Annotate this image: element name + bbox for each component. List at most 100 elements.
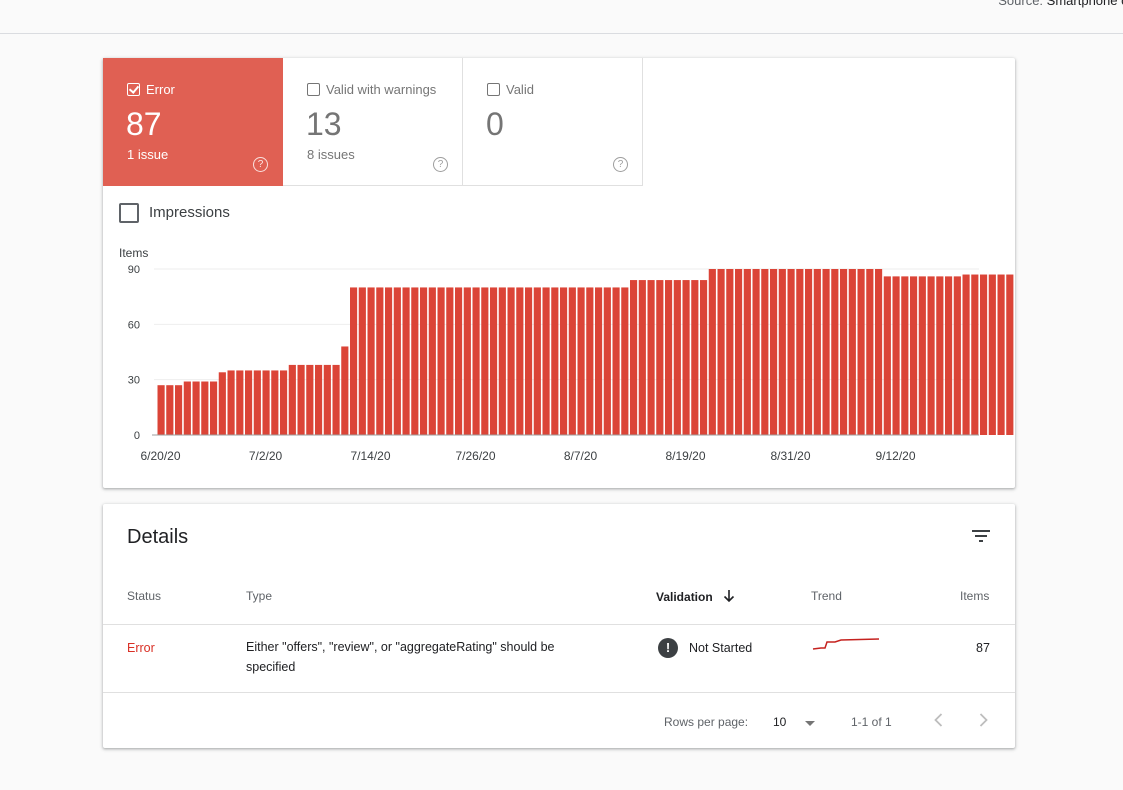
chevron-right-icon[interactable] — [973, 710, 993, 730]
error-label: Error — [146, 82, 175, 97]
chart-bar — [630, 280, 638, 435]
chart-bar — [892, 276, 900, 435]
chart-bar — [787, 269, 795, 435]
help-icon[interactable]: ? — [613, 157, 628, 172]
column-header-trend[interactable]: Trend — [811, 589, 842, 603]
chart-bar — [831, 269, 839, 435]
chart-bar — [175, 385, 183, 435]
chevron-left-icon[interactable] — [929, 710, 949, 730]
chart-bar — [936, 276, 944, 435]
impressions-checkbox[interactable] — [119, 203, 139, 223]
column-header-validation[interactable]: Validation — [656, 589, 736, 604]
chart-bar — [866, 269, 874, 435]
chart-bar — [542, 287, 550, 435]
y-tick-label: 0 — [134, 430, 140, 442]
chart-bar — [271, 370, 279, 435]
chart-bar — [752, 269, 760, 435]
row-type: Either "offers", "review", or "aggregate… — [246, 640, 555, 674]
chart-bar — [315, 364, 323, 435]
filter-icon[interactable] — [969, 524, 993, 548]
chart-bar — [568, 287, 576, 435]
chart-bar — [201, 381, 209, 435]
row-items: 87 — [976, 641, 990, 655]
rows-per-page-value: 10 — [773, 715, 787, 729]
chart-bar — [437, 287, 445, 435]
chart-bar — [236, 370, 244, 435]
chart-bar — [962, 274, 970, 435]
chart-bar — [656, 280, 664, 435]
chart-bar — [988, 274, 996, 435]
chart-bar — [813, 269, 821, 435]
error-issues: 1 issue — [127, 147, 169, 162]
chart-bar — [796, 269, 804, 435]
chart-bar — [673, 280, 681, 435]
y-tick-label: 30 — [128, 375, 140, 387]
chart-bar — [323, 364, 331, 435]
error-count: 87 — [126, 106, 162, 142]
column-header-status[interactable]: Status — [127, 589, 162, 603]
error-checkbox[interactable] — [127, 83, 140, 96]
row-status: Error — [127, 641, 155, 655]
impressions-label: Impressions — [149, 204, 230, 221]
chart-bar — [761, 269, 769, 435]
chart-bar — [280, 370, 288, 435]
column-header-type[interactable]: Type — [246, 589, 273, 603]
chart-bar — [1006, 274, 1014, 435]
valid-tile[interactable]: Valid 0 ? — [463, 58, 643, 186]
help-icon[interactable]: ? — [433, 157, 448, 172]
help-icon[interactable]: ? — [253, 157, 268, 172]
chart-bar — [822, 269, 830, 435]
chart-bar — [848, 269, 856, 435]
chart-bar — [402, 287, 410, 435]
chart-bar — [446, 287, 454, 435]
alert-icon: ! — [658, 638, 678, 658]
valid-checkbox[interactable] — [487, 83, 500, 96]
chart-bar — [367, 287, 375, 435]
error-tile[interactable]: Error 87 1 issue ? — [103, 58, 283, 186]
x-tick-label: 8/31/20 — [770, 449, 810, 463]
chart-bar — [805, 269, 813, 435]
chart-bar — [691, 280, 699, 435]
divider — [103, 624, 1015, 625]
chart-bar — [665, 280, 673, 435]
chart-bar — [288, 364, 296, 435]
chart-bar — [700, 280, 708, 435]
chart-bar — [778, 269, 786, 435]
chart-bar — [551, 287, 559, 435]
details-card: Details Status Type Validation Trend Ite… — [103, 504, 1015, 748]
column-header-items[interactable]: Items — [960, 589, 990, 603]
column-header-validation-label: Validation — [656, 590, 713, 604]
chart-bar — [411, 287, 419, 435]
chart-bar — [385, 287, 393, 435]
chart-bar — [586, 287, 594, 435]
warning-checkbox[interactable] — [307, 83, 320, 96]
warning-tile[interactable]: Valid with warnings 13 8 issues ? — [283, 58, 463, 186]
chart-bar — [507, 287, 515, 435]
x-tick-label: 6/20/20 — [140, 449, 180, 463]
x-tick-label: 7/2/20 — [249, 449, 283, 463]
chart-bar — [918, 276, 926, 435]
chart-bar — [376, 287, 384, 435]
chart-bar — [253, 370, 261, 435]
chart-bar — [481, 287, 489, 435]
chart-bar — [603, 287, 611, 435]
chart-bar — [770, 269, 778, 435]
chart-bar — [192, 381, 200, 435]
chart-bar — [166, 385, 174, 435]
source-value: Smartphone crawler — [1046, 0, 1123, 8]
items-chart: Items 0 30 60 90 6/20/20 7/2/20 7/14/20 7/26/20 8… — [119, 246, 1014, 463]
rows-per-page-select[interactable]: 10 — [773, 715, 816, 729]
summary-card: Error 87 1 issue ? Valid with warnings 1… — [103, 58, 1015, 488]
chart-bar — [157, 385, 165, 435]
rows-per-page-label: Rows per page: — [664, 715, 749, 729]
chart-bar — [743, 269, 751, 435]
pagination-range: 1-1 of 1 — [851, 715, 892, 729]
x-tick-label: 7/14/20 — [350, 449, 390, 463]
sort-arrow-down-icon — [723, 590, 735, 603]
y-tick-label: 60 — [128, 319, 140, 331]
chart-bar — [577, 287, 585, 435]
source-label: Source: — [998, 0, 1044, 8]
chart-bar — [726, 269, 734, 435]
chart-bar — [498, 287, 506, 435]
warning-label: Valid with warnings — [326, 82, 437, 97]
